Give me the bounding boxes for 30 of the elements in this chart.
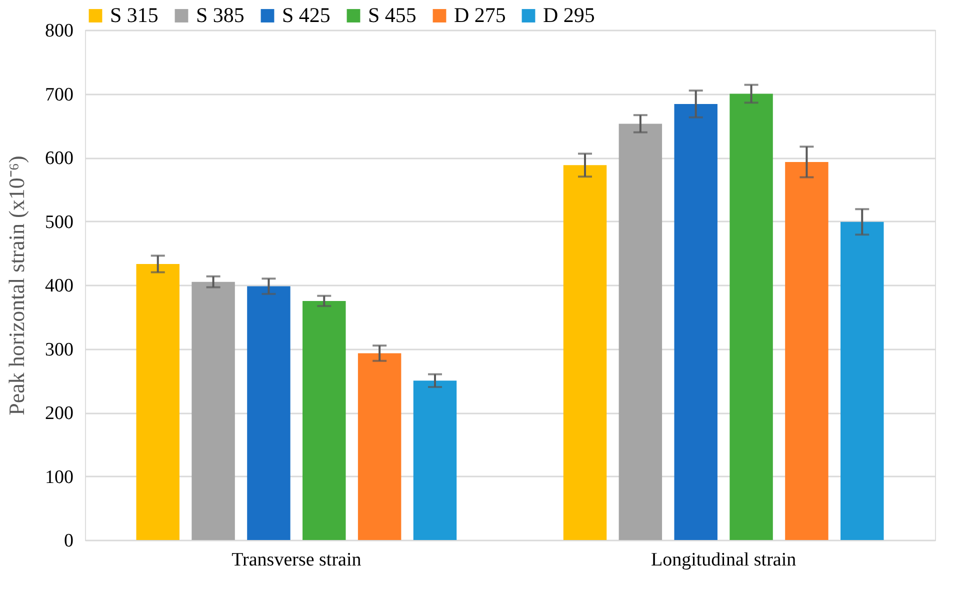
legend-label: D 275 [454,2,506,27]
bar [730,94,773,540]
y-tick-label: 700 [45,84,74,106]
y-tick-label: 500 [45,212,74,233]
bar [563,165,607,540]
legend-label: S 425 [282,2,330,27]
bar [302,300,346,540]
bar [192,282,235,540]
legend-label: S 385 [196,2,244,27]
y-tick-label: 0 [64,530,74,552]
y-tick-label: 100 [45,466,74,488]
y-tick-label: 800 [45,20,74,42]
bar [785,162,828,540]
legend-label: D 295 [543,2,595,27]
legend-label: S 455 [368,2,416,27]
bar [674,104,718,540]
bar [247,286,290,540]
bar [840,222,884,540]
legend-label: S 315 [110,2,158,27]
x-tick-label: Transverse strain [232,550,362,570]
y-axis-title: Peak horizontal strain (x10⁻⁶) [4,156,29,416]
bar [618,124,662,540]
bar [136,264,180,540]
y-tick-label: 600 [45,148,74,169]
x-tick-label: Longitudinal strain [651,550,797,570]
y-tick-label: 400 [45,276,74,296]
bar [358,353,402,540]
y-tick-label: 200 [45,403,74,424]
y-tick-label: 300 [45,339,74,360]
bar [413,380,457,540]
